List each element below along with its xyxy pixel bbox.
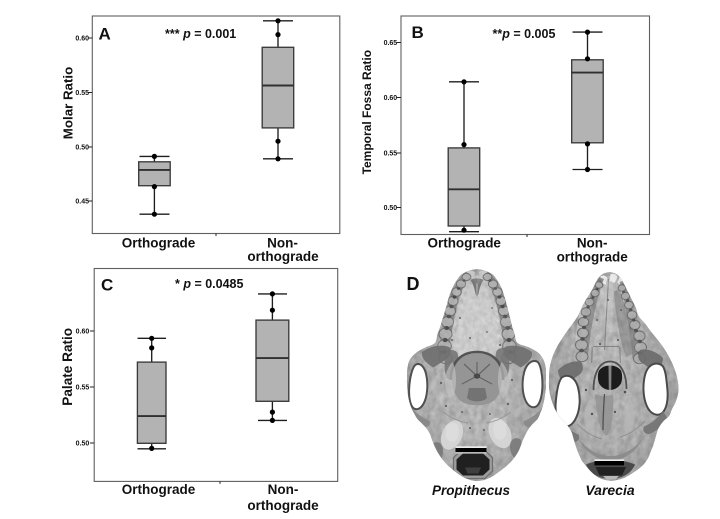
svg-text:Orthograde: Orthograde (427, 235, 501, 250)
svg-text:Varecia: Varecia (585, 482, 635, 498)
svg-text:0.55: 0.55 (75, 90, 89, 97)
svg-text:orthograde: orthograde (557, 249, 629, 264)
svg-text:* p = 0.0485: * p = 0.0485 (175, 277, 244, 291)
svg-text:C: C (101, 276, 113, 295)
svg-text:0.50: 0.50 (75, 145, 89, 152)
svg-text:Propithecus: Propithecus (432, 483, 511, 498)
svg-text:D: D (407, 274, 420, 294)
svg-text:A: A (99, 25, 111, 44)
svg-text:Non-: Non- (268, 482, 299, 497)
svg-text:Temporal Fossa Ratio: Temporal Fossa Ratio (360, 50, 374, 174)
svg-text:0.45: 0.45 (75, 199, 89, 206)
svg-text:Palate Ratio: Palate Ratio (60, 328, 75, 406)
svg-text:0.65: 0.65 (384, 40, 398, 47)
svg-text:B: B (412, 23, 424, 42)
svg-text:Orthograde: Orthograde (122, 482, 196, 497)
svg-text:**p = 0.005: **p = 0.005 (493, 27, 556, 41)
svg-text:0.50: 0.50 (384, 205, 398, 212)
svg-text:*** p = 0.001: *** p = 0.001 (165, 27, 236, 41)
svg-text:0.60: 0.60 (384, 95, 398, 102)
svg-text:Non-: Non- (267, 235, 298, 250)
svg-text:Orthograde: Orthograde (122, 235, 196, 250)
svg-text:orthograde: orthograde (247, 498, 319, 513)
svg-text:0.50: 0.50 (76, 441, 90, 448)
svg-text:0.60: 0.60 (75, 36, 89, 43)
svg-text:Non-: Non- (577, 235, 608, 250)
svg-text:0.60: 0.60 (76, 329, 90, 336)
svg-text:orthograde: orthograde (247, 249, 319, 264)
svg-text:0.55: 0.55 (76, 385, 90, 392)
svg-text:0.55: 0.55 (384, 151, 398, 158)
svg-text:Molar Ratio: Molar Ratio (61, 67, 76, 139)
